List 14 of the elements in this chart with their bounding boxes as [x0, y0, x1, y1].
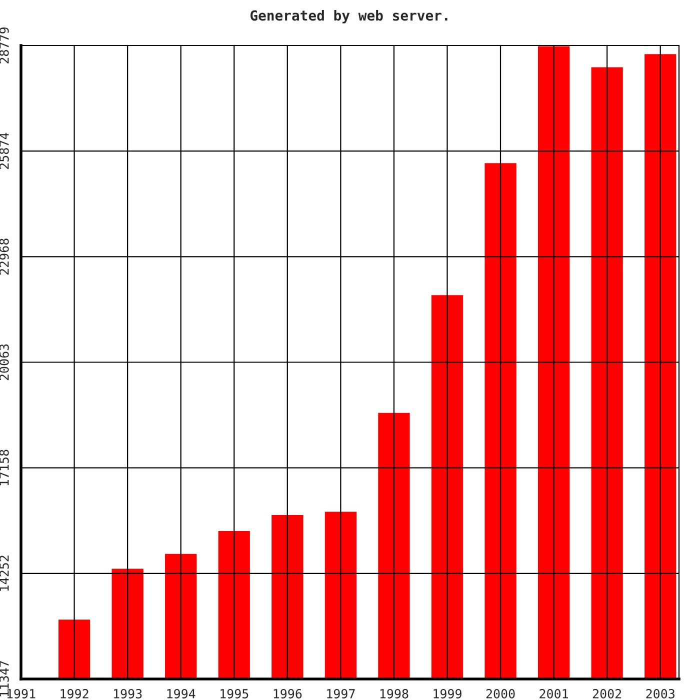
x-tick-label: 1991 — [7, 689, 36, 698]
x-tick-label: 1997 — [327, 689, 355, 698]
x-tick-label: 1995 — [220, 689, 248, 698]
x-tick-label: 1996 — [274, 689, 302, 698]
chart-title: Generated by web server. — [250, 10, 448, 24]
x-tick-label: 2001 — [540, 689, 568, 698]
x-tick-label: 1993 — [114, 689, 142, 698]
x-tick-label: 1998 — [380, 689, 408, 698]
x-tick-label: 2000 — [486, 689, 515, 698]
x-tick-label: 1994 — [167, 689, 196, 698]
x-tick-label: 1992 — [60, 689, 88, 698]
x-tick-label: 1999 — [434, 689, 462, 698]
x-tick-label: 2002 — [592, 689, 622, 698]
x-tick-label: 2003 — [646, 689, 674, 698]
